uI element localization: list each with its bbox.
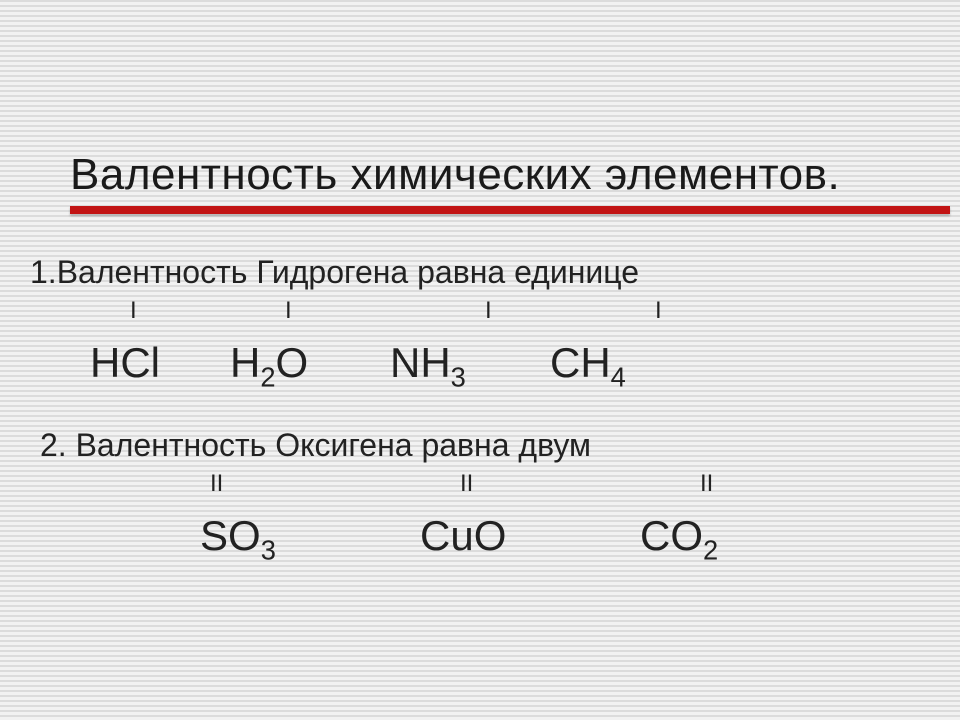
chemical-formula: NH3 (390, 339, 466, 387)
valence-label: I (485, 297, 492, 325)
title-block: Валентность химических элементов. (70, 150, 920, 214)
valence-label: I (285, 297, 292, 325)
content-area: 1.Валентность Гидрогена равна единице II… (0, 254, 960, 570)
chemical-formula: H2O (230, 339, 308, 387)
chemical-formula: HCl (90, 339, 160, 387)
chemical-formula: CO2 (640, 512, 718, 560)
chemical-formula: CH4 (550, 339, 626, 387)
rule-1-text: 1.Валентность Гидрогена равна единице (30, 254, 960, 291)
valence-label: II (460, 470, 473, 498)
valence-label: II (700, 470, 713, 498)
slide: Валентность химических элементов. 1.Вале… (0, 0, 960, 720)
rule-2-text: 2. Валентность Оксигена равна двум (40, 427, 960, 464)
slide-title: Валентность химических элементов. (70, 150, 920, 200)
valence-label: I (655, 297, 662, 325)
formula-row-1: I I I I HCl H2O NH3 CH4 (0, 297, 960, 397)
formula-row-2: II II II SO3 CuO CO2 (0, 470, 960, 570)
title-underline (70, 206, 950, 214)
chemical-formula: SO3 (200, 512, 276, 560)
valence-label: I (130, 297, 137, 325)
chemical-formula: CuO (420, 512, 506, 560)
valence-label: II (210, 470, 223, 498)
